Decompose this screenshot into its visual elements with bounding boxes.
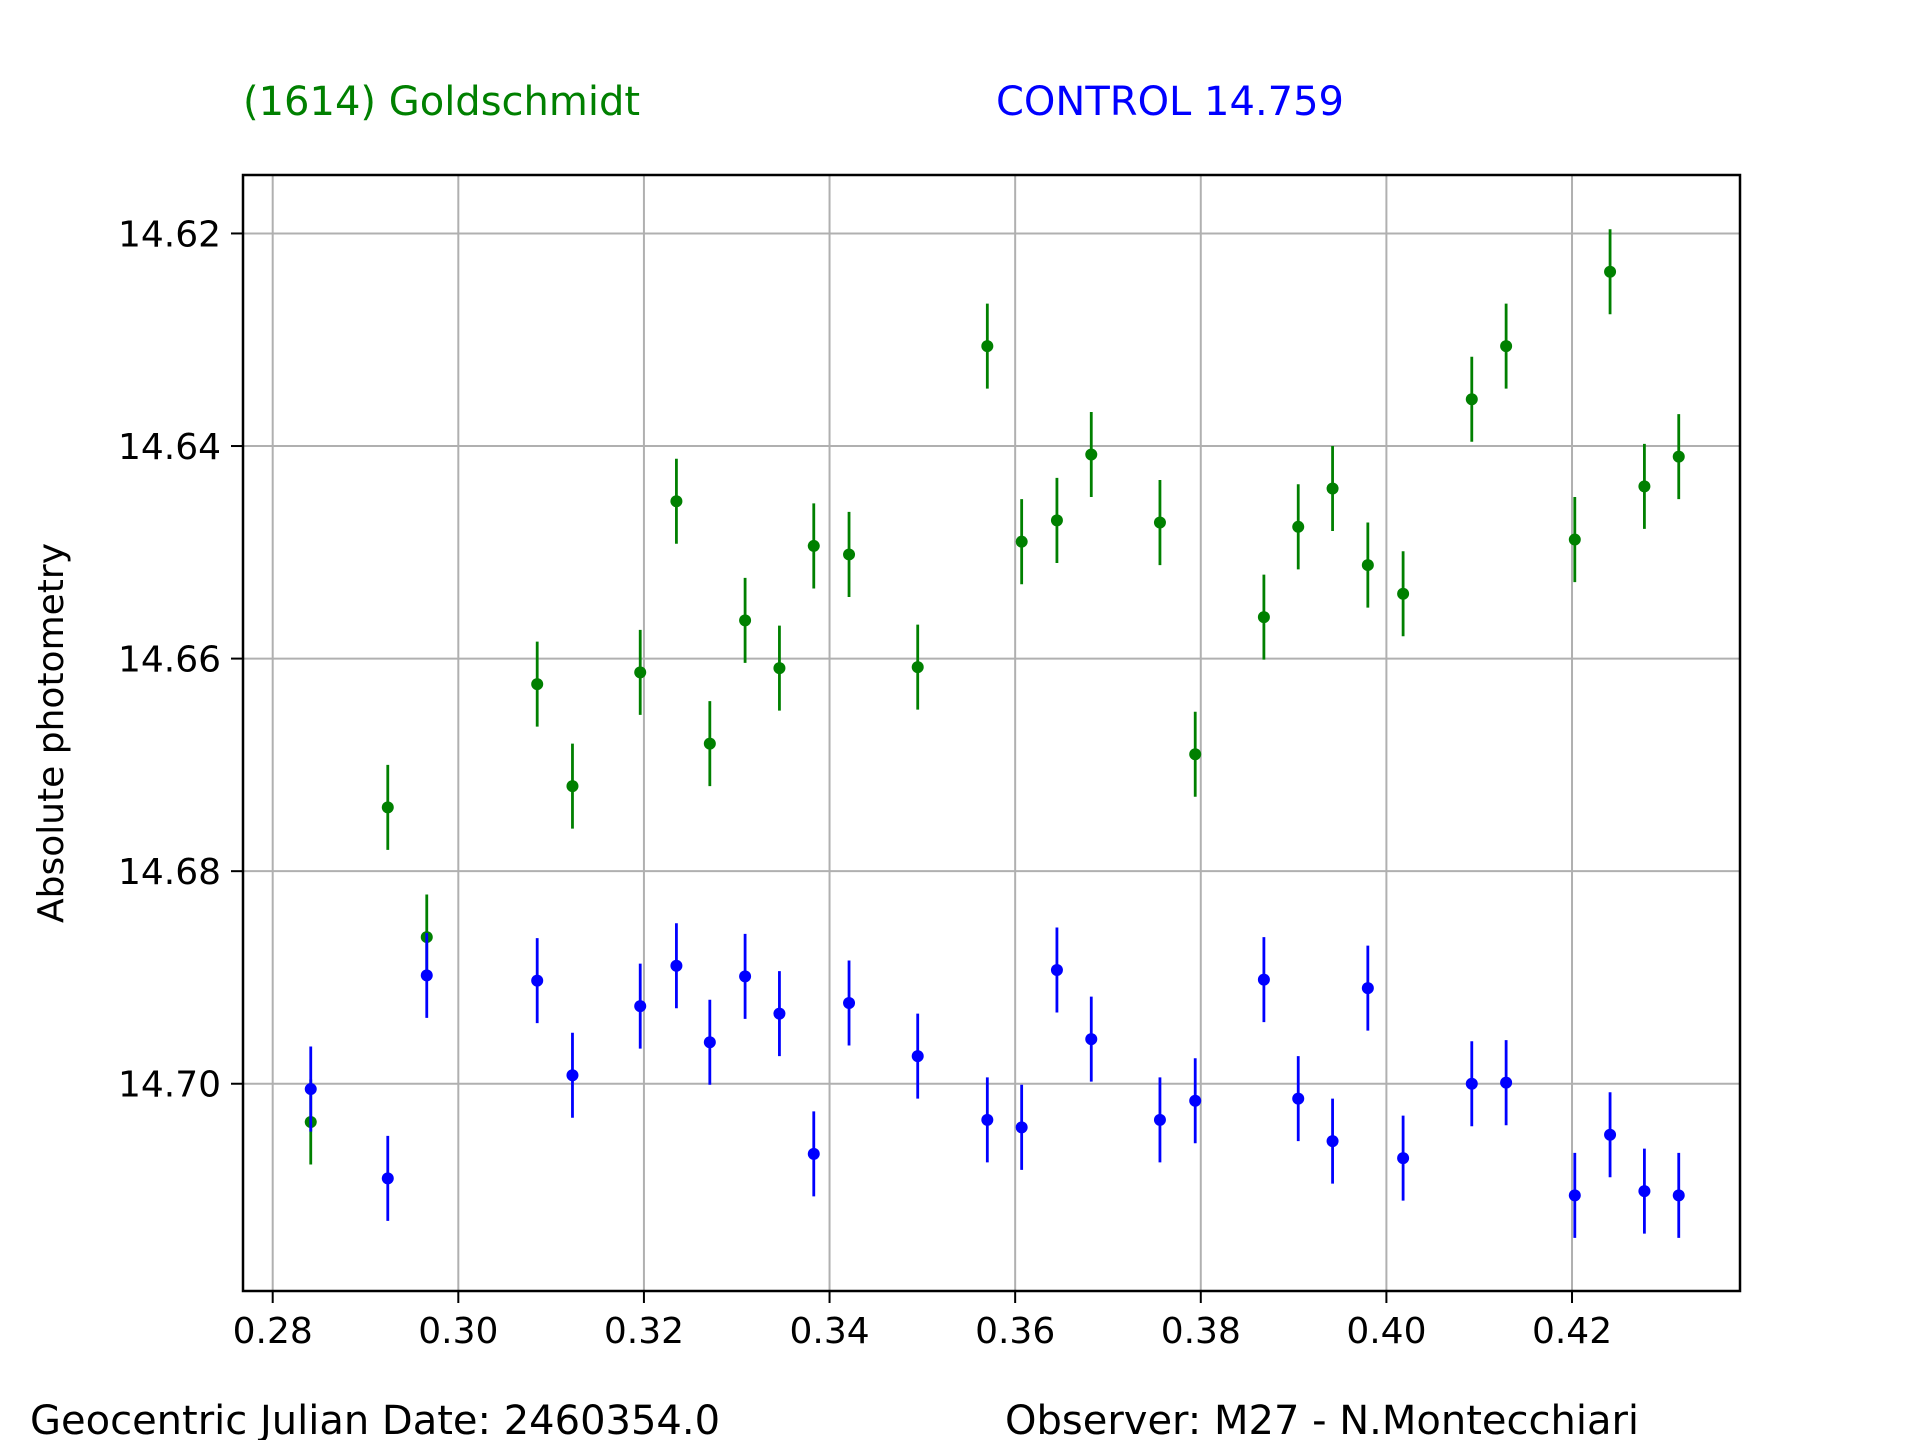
- target-data-point: [981, 340, 994, 353]
- target-data-point: [843, 548, 856, 561]
- control-data-point: [1257, 973, 1270, 986]
- x-axis-ticks: 0.28 0.30 0.32 0.34 0.36 0.38 0.40 0.42: [233, 1291, 1612, 1352]
- target-data-point: [1257, 611, 1270, 624]
- target-data-point: [1638, 480, 1651, 493]
- control-data-point: [1568, 1189, 1581, 1202]
- control-data-point: [1050, 964, 1063, 977]
- control-legend-label: CONTROL 14.759: [996, 79, 1344, 125]
- grid-lines: [243, 175, 1740, 1291]
- plot-frame: [241, 173, 1742, 1293]
- y-tick-label: 14.68: [118, 852, 221, 893]
- control-data-point: [1292, 1092, 1305, 1105]
- target-data-point: [703, 737, 716, 750]
- target-data-point: [1397, 587, 1410, 600]
- control-data-point: [773, 1007, 786, 1020]
- control-data-point: [703, 1036, 716, 1049]
- control-data-point: [1465, 1077, 1478, 1090]
- y-axis-label: Absolute photometry: [31, 543, 72, 923]
- x-tick-label: 0.40: [1346, 1311, 1426, 1352]
- control-data-point: [1189, 1094, 1202, 1107]
- control-data-point: [381, 1172, 394, 1185]
- control-series: [304, 923, 1685, 1238]
- control-data-point: [1361, 982, 1374, 995]
- control-data-point: [1015, 1121, 1028, 1134]
- target-data-point: [1500, 340, 1513, 353]
- control-data-point: [531, 974, 544, 987]
- target-data-point: [634, 666, 647, 679]
- target-data-point: [1050, 514, 1063, 527]
- target-data-point: [531, 678, 544, 691]
- x-tick-label: 0.34: [789, 1311, 869, 1352]
- control-data-point: [807, 1147, 820, 1160]
- target-data-point: [566, 780, 579, 793]
- target-data-point: [1189, 748, 1202, 761]
- target-data-point: [1672, 450, 1685, 463]
- control-data-point: [911, 1050, 924, 1063]
- target-data-point: [807, 539, 820, 552]
- control-data-point: [739, 970, 752, 983]
- target-data-point: [670, 495, 683, 508]
- control-data-point: [1085, 1033, 1098, 1046]
- control-data-point: [304, 1083, 317, 1096]
- x-tick-label: 0.32: [604, 1311, 684, 1352]
- target-data-point: [911, 661, 924, 674]
- target-data-point: [773, 662, 786, 675]
- target-data-point: [1568, 533, 1581, 546]
- julian-date-label: Geocentric Julian Date: 2460354.0: [30, 1398, 720, 1440]
- observer-label: Observer: M27 - N.Montecchiari: [1005, 1398, 1639, 1440]
- target-data-point: [1361, 559, 1374, 572]
- control-data-point: [420, 969, 433, 982]
- control-data-point: [1638, 1185, 1651, 1198]
- control-data-point: [1153, 1113, 1166, 1126]
- x-tick-label: 0.36: [975, 1311, 1055, 1352]
- target-data-point: [1604, 265, 1617, 278]
- control-data-point: [566, 1069, 579, 1082]
- control-data-point: [670, 959, 683, 972]
- control-data-point: [1397, 1152, 1410, 1165]
- x-tick-label: 0.42: [1532, 1311, 1612, 1352]
- y-axis-ticks: 14.62 14.64 14.66 14.68 14.70: [118, 214, 243, 1106]
- target-data-point: [1465, 393, 1478, 406]
- x-tick-label: 0.28: [233, 1311, 313, 1352]
- target-legend-label: (1614) Goldschmidt: [243, 79, 640, 125]
- control-data-point: [1604, 1128, 1617, 1141]
- target-data-point: [1153, 516, 1166, 529]
- y-tick-label: 14.62: [118, 214, 221, 255]
- target-data-point: [1326, 482, 1339, 495]
- control-data-point: [981, 1113, 994, 1126]
- control-data-point: [1500, 1076, 1513, 1089]
- x-tick-label: 0.38: [1161, 1311, 1241, 1352]
- y-tick-label: 14.70: [118, 1065, 221, 1106]
- y-tick-label: 14.66: [118, 640, 221, 681]
- control-data-point: [1672, 1189, 1685, 1202]
- target-data-point: [381, 801, 394, 814]
- target-data-point: [1015, 535, 1028, 548]
- control-data-point: [1326, 1135, 1339, 1148]
- control-data-point: [634, 1000, 647, 1013]
- control-data-point: [843, 996, 856, 1009]
- target-data-point: [1292, 520, 1305, 533]
- x-tick-label: 0.30: [418, 1311, 498, 1352]
- y-tick-label: 14.64: [118, 427, 221, 468]
- target-data-point: [1085, 448, 1098, 461]
- target-data-point: [739, 614, 752, 627]
